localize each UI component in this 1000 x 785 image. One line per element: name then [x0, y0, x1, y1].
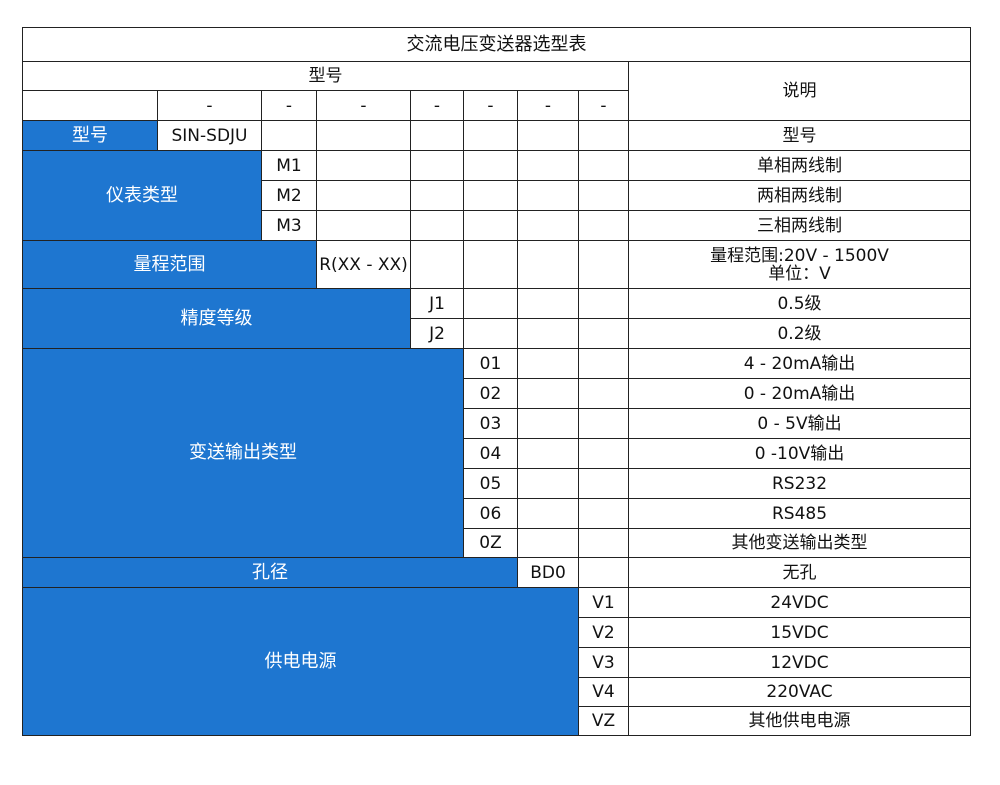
desc-line: 量程范围:20V - 1500V: [710, 245, 889, 266]
code: M3: [261, 210, 317, 241]
desc: 型号: [627, 120, 972, 151]
desc: 三相两线制: [627, 210, 972, 241]
code: 03: [463, 408, 518, 439]
category-power: 供电电源: [22, 587, 579, 736]
desc: 0 - 5V输出: [627, 408, 972, 439]
code: 0Z: [463, 528, 518, 558]
dash: -: [463, 90, 518, 121]
code: M1: [261, 150, 317, 181]
code: 01: [463, 348, 518, 379]
desc: 其他供电电源: [627, 706, 972, 736]
code: V4: [578, 677, 629, 707]
code: VZ: [578, 706, 629, 736]
table-title: 交流电压变送器选型表: [21, 27, 972, 62]
desc: 量程范围:20V - 1500V 单位：V: [627, 240, 972, 289]
code: SIN-SDJU: [157, 120, 262, 151]
desc: 4 - 20mA输出: [627, 348, 972, 379]
dash: -: [157, 90, 262, 121]
category-range: 量程范围: [22, 240, 317, 289]
desc: RS232: [627, 468, 972, 499]
desc: 无孔: [627, 557, 972, 588]
code: 04: [463, 438, 518, 469]
category-accuracy: 精度等级: [22, 288, 411, 349]
code: V1: [578, 587, 629, 618]
desc-line: 单位：V: [768, 263, 831, 284]
dash: -: [261, 90, 317, 121]
desc: 其他变送输出类型: [627, 528, 972, 558]
code: 02: [463, 378, 518, 409]
category-output: 变送输出类型: [22, 348, 464, 558]
code: 05: [463, 468, 518, 499]
desc: 0 - 20mA输出: [627, 378, 972, 409]
desc: 0 -10V输出: [627, 438, 972, 469]
desc: 24VDC: [627, 587, 972, 618]
desc: RS485: [627, 498, 972, 529]
category-model: 型号: [22, 120, 158, 151]
code: J1: [410, 288, 464, 319]
desc: 0.2级: [627, 318, 972, 349]
category-hole: 孔径: [22, 557, 518, 588]
desc: 两相两线制: [627, 180, 972, 211]
category-meter: 仪表类型: [22, 150, 262, 241]
dash: -: [517, 90, 579, 121]
code: R(XX - XX): [316, 240, 411, 289]
code: 06: [463, 498, 518, 529]
selection-table: 交流电压变送器选型表 型号 说明 ------- 型号 SIN-SDJU 型号 仪表类…: [21, 27, 972, 736]
desc: 220VAC: [627, 677, 972, 707]
desc: 单相两线制: [627, 150, 972, 181]
code: BD0: [517, 557, 579, 588]
desc: 0.5级: [627, 288, 972, 319]
code: J2: [410, 318, 464, 349]
desc: 12VDC: [627, 647, 972, 678]
header-model: 型号: [22, 61, 629, 91]
code: V3: [578, 647, 629, 678]
dash: -: [316, 90, 411, 121]
code: M2: [261, 180, 317, 211]
dash: -: [410, 90, 464, 121]
desc: 15VDC: [627, 617, 972, 648]
header-desc: 说明: [627, 61, 972, 121]
dash: -: [578, 90, 629, 121]
code: V2: [578, 617, 629, 648]
